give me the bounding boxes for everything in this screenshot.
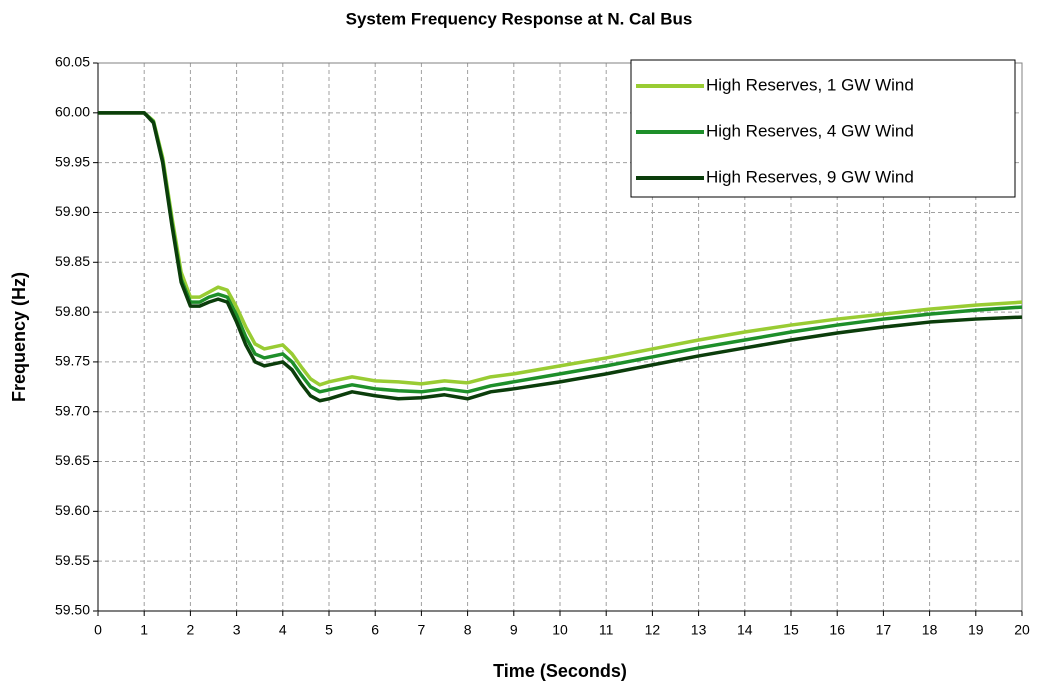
- x-tick-label: 12: [645, 622, 661, 638]
- y-tick-label: 59.95: [55, 153, 90, 169]
- x-tick-label: 19: [968, 622, 984, 638]
- y-tick-label: 59.85: [55, 253, 90, 269]
- x-tick-label: 2: [187, 622, 195, 638]
- x-tick-label: 5: [325, 622, 333, 638]
- x-tick-label: 20: [1014, 622, 1030, 638]
- x-tick-label: 4: [279, 622, 287, 638]
- x-tick-label: 10: [552, 622, 568, 638]
- legend-label: High Reserves, 4 GW Wind: [706, 121, 914, 140]
- chart-title: System Frequency Response at N. Cal Bus: [346, 9, 693, 28]
- series-line: [98, 111, 1023, 403]
- x-tick-label: 1: [140, 622, 148, 638]
- x-tick-label: 6: [371, 622, 379, 638]
- x-tick-label: 7: [418, 622, 426, 638]
- x-tick-label: 13: [691, 622, 707, 638]
- y-tick-label: 59.75: [55, 353, 90, 369]
- y-tick-label: 59.90: [55, 203, 90, 219]
- x-tick-label: 11: [599, 622, 614, 638]
- x-axis-title: Time (Seconds): [493, 661, 627, 681]
- y-tick-label: 59.80: [55, 303, 90, 319]
- x-tick-label: 9: [510, 622, 518, 638]
- x-tick-label: 17: [876, 622, 892, 638]
- y-tick-label: 59.60: [55, 502, 90, 518]
- y-axis-title: Frequency (Hz): [9, 272, 29, 402]
- y-tick-label: 59.50: [55, 602, 90, 618]
- y-tick-label: 59.55: [55, 552, 90, 568]
- x-tick-label: 16: [829, 622, 845, 638]
- x-tick-label: 8: [464, 622, 472, 638]
- y-tick-label: 60.00: [55, 104, 90, 120]
- x-tick-label: 3: [233, 622, 241, 638]
- x-tick-label: 14: [737, 622, 753, 638]
- series-line: [98, 111, 1023, 387]
- x-tick-label: 15: [783, 622, 799, 638]
- legend-box: [630, 59, 1016, 198]
- x-tick-label: 0: [94, 622, 102, 638]
- y-tick-label: 59.70: [55, 402, 90, 418]
- y-tick-label: 60.05: [55, 54, 90, 70]
- y-tick-label: 59.65: [55, 452, 90, 468]
- x-tick-label: 18: [922, 622, 938, 638]
- legend-label: High Reserves, 9 GW Wind: [706, 167, 914, 186]
- legend-label: High Reserves, 1 GW Wind: [706, 75, 914, 94]
